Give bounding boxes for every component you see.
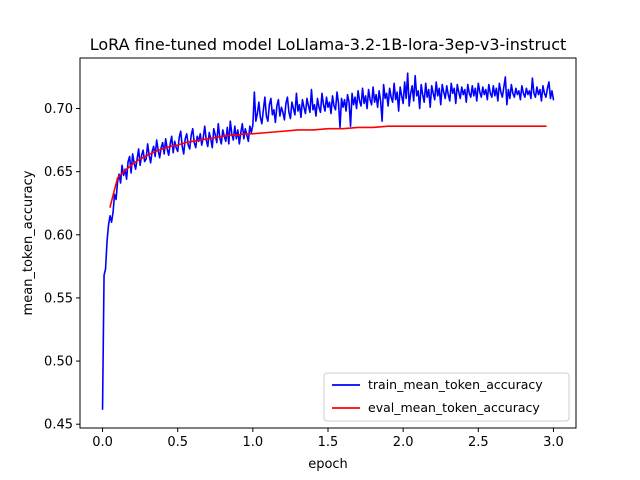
x-tick-label: 2.5 (468, 435, 489, 450)
y-axis-label: mean_token_accuracy (21, 170, 36, 315)
y-tick-label: 0.60 (44, 228, 73, 243)
x-tick-label: 0.0 (92, 435, 113, 450)
plot-lines (101, 72, 555, 410)
y-tick-label: 0.50 (44, 355, 73, 370)
x-tick-label: 2.0 (393, 435, 414, 450)
y-axis: 0.45 0.50 0.55 0.60 0.65 0.70 (44, 102, 80, 433)
x-axis-label: epoch (308, 457, 348, 472)
x-tick-label: 0.5 (167, 435, 188, 450)
x-tick-label: 1.0 (243, 435, 264, 450)
eval-accuracy-line (109, 125, 547, 208)
legend-label-train: train_mean_token_accuracy (368, 377, 543, 392)
y-tick-label: 0.55 (44, 291, 73, 306)
x-tick-label: 1.5 (318, 435, 339, 450)
legend-box (323, 372, 570, 422)
chart-title: LoRA fine-tuned model LoLlama-3.2-1B-lor… (90, 35, 567, 54)
train-accuracy-line (101, 72, 555, 410)
y-tick-label: 0.45 (44, 418, 73, 433)
y-tick-label: 0.70 (44, 102, 73, 117)
legend-label-eval: eval_mean_token_accuracy (368, 400, 540, 415)
x-axis: 0.0 0.5 1.0 1.5 2.0 2.5 3.0 (92, 428, 564, 450)
x-tick-label: 3.0 (543, 435, 564, 450)
legend: train_mean_token_accuracy eval_mean_toke… (323, 372, 570, 422)
y-tick-label: 0.65 (44, 165, 73, 180)
